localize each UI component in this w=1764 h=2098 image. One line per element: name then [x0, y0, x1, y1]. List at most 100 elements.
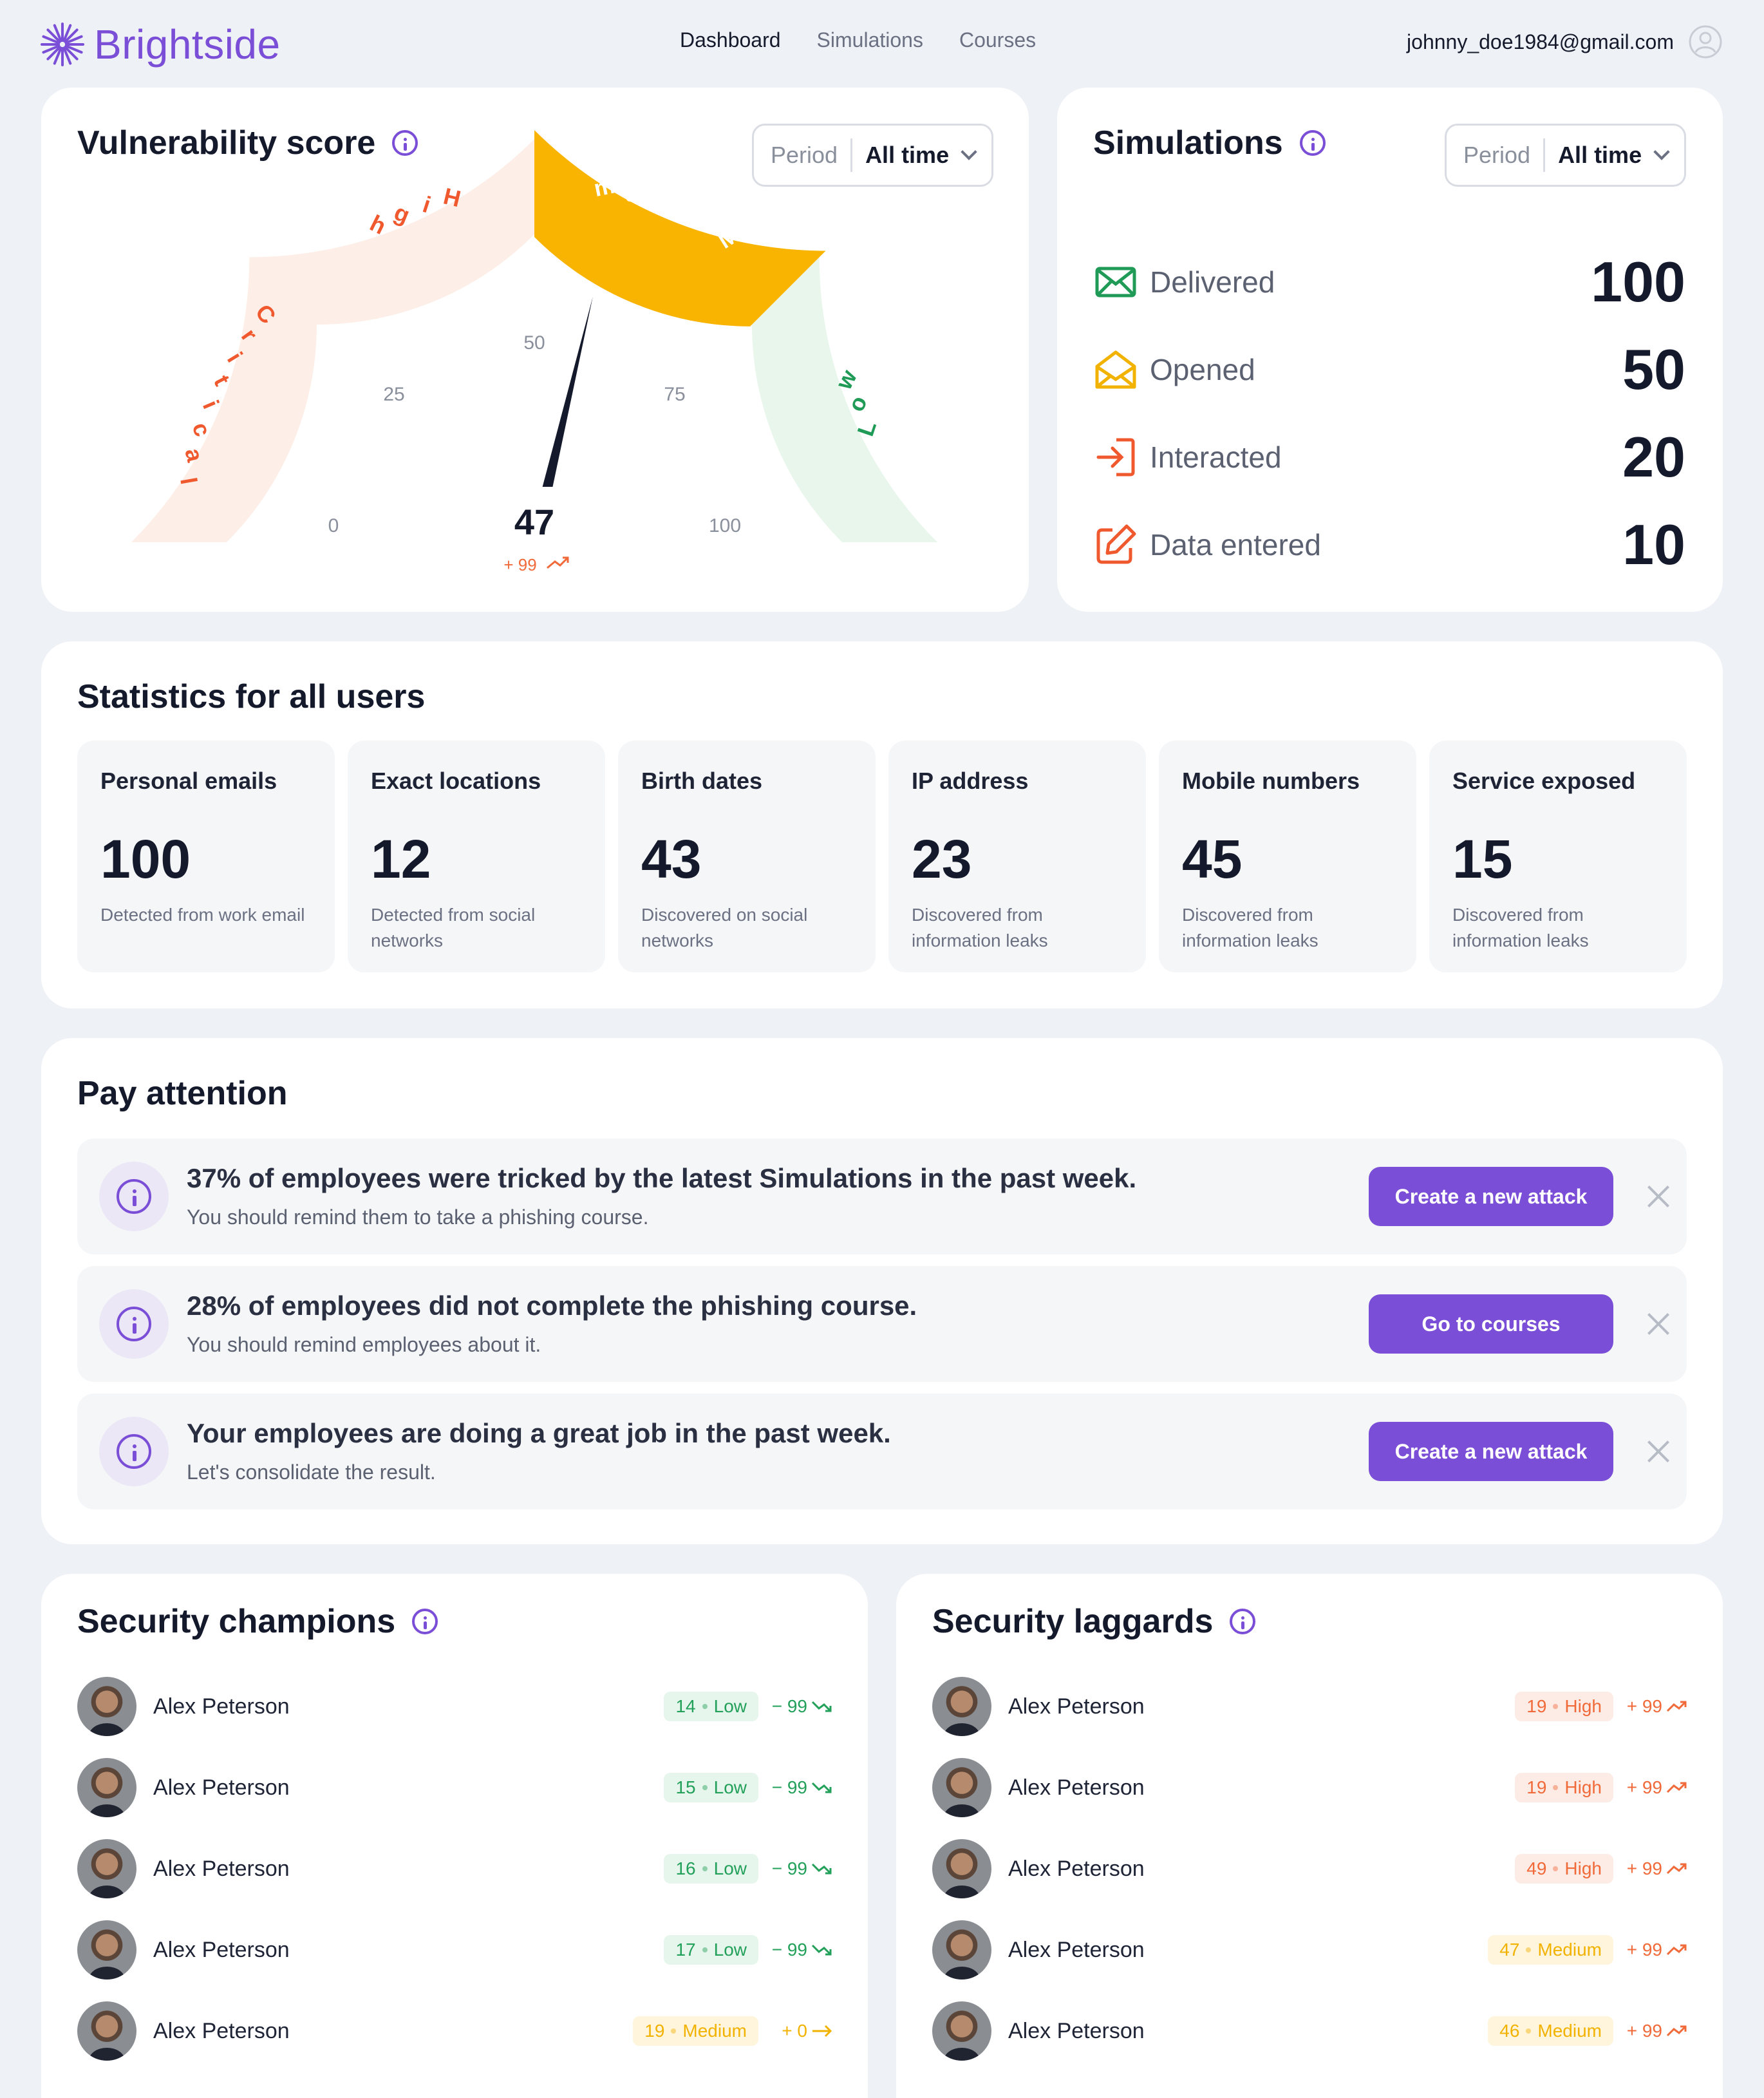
period-select[interactable]: Period All time	[752, 124, 994, 187]
period-value: All time	[865, 142, 950, 168]
delta-value: + 99	[1626, 2021, 1662, 2041]
user-email: johnny_doe1984@gmail.com	[1407, 30, 1674, 53]
info-icon[interactable]	[412, 1609, 438, 1634]
avatar	[77, 2001, 136, 2061]
statistics-title: Statistics for all users	[77, 678, 426, 715]
alert-subtext: You should remind employees about it.	[187, 1333, 541, 1356]
level-badge: 17 Low	[664, 1935, 758, 1965]
stat-title: Personal emails	[100, 768, 277, 794]
gauge-tick-label: 100	[709, 515, 741, 536]
info-icon[interactable]	[392, 130, 418, 156]
nav-dashboard[interactable]: Dashboard	[680, 28, 781, 52]
separator-dot-icon	[1553, 1785, 1559, 1790]
level-badge: 16 Low	[664, 1854, 758, 1884]
champions-title: Security champions	[77, 1603, 396, 1640]
badge-level: Medium	[682, 2021, 747, 2041]
separator-dot-icon	[702, 1785, 708, 1790]
brand-logo[interactable]: Brightside	[40, 18, 281, 71]
stat-card-ip-address: IP address 23 Discovered from informatio…	[888, 741, 1146, 972]
person-row[interactable]: Alex Peterson	[932, 1920, 1145, 1980]
info-icon[interactable]	[1299, 130, 1326, 156]
close-icon[interactable]	[1643, 1436, 1674, 1467]
separator-dot-icon	[702, 1704, 708, 1709]
alert-icon-bg	[99, 1417, 169, 1486]
sim-value: 10	[1622, 513, 1685, 576]
score-delta: + 99	[1627, 1696, 1688, 1717]
person-row[interactable]: Alex Peterson	[77, 2001, 290, 2061]
badge-score: 17	[675, 1940, 696, 1960]
badge-level: Low	[713, 1696, 747, 1716]
trend-up-icon	[1666, 2025, 1687, 2037]
trend-down-icon	[811, 1701, 832, 1712]
avatar	[932, 1758, 991, 1817]
gauge-band-medium	[534, 130, 826, 326]
info-icon[interactable]	[1230, 1609, 1256, 1634]
nav-simulations[interactable]: Simulations	[816, 28, 923, 52]
sim-row-interacted: Interacted 20	[1093, 425, 1685, 489]
avatar	[932, 1677, 991, 1736]
person-name: Alex Peterson	[153, 2018, 290, 2043]
badge-level: Medium	[1537, 1940, 1602, 1960]
level-badge: 19 High	[1515, 1773, 1613, 1802]
period-select[interactable]: Period All time	[1445, 124, 1687, 187]
gauge-band-high	[249, 139, 534, 325]
trend-up-icon	[1666, 1782, 1687, 1793]
score-delta: − 99	[772, 1777, 833, 1798]
close-icon[interactable]	[1643, 1309, 1674, 1339]
person-name: Alex Peterson	[1008, 2018, 1145, 2043]
nav-courses[interactable]: Courses	[959, 28, 1037, 52]
vulnerability-title-row: Vulnerability score	[77, 124, 418, 162]
gauge-tick-label: 25	[383, 384, 404, 405]
create-attack-button[interactable]: Create a new attack	[1369, 1167, 1613, 1226]
delta-value: + 99	[1626, 1940, 1662, 1960]
person-name: Alex Peterson	[1008, 1856, 1145, 1881]
user-menu[interactable]: johnny_doe1984@gmail.com	[1407, 24, 1723, 59]
go-to-courses-button[interactable]: Go to courses	[1369, 1294, 1613, 1354]
delta-value: + 99	[1626, 1696, 1662, 1716]
avatar	[77, 1839, 136, 1898]
person-row[interactable]: Alex Peterson	[77, 1677, 290, 1736]
alert-icon-bg	[99, 1289, 169, 1359]
person-row[interactable]: Alex Peterson	[77, 1920, 290, 1980]
stat-desc: Discovered from information leaks	[1452, 905, 1589, 950]
alert-subtext: Let's consolidate the result.	[187, 1460, 436, 1484]
badge-score: 49	[1526, 1858, 1547, 1878]
person-row[interactable]: Alex Peterson	[932, 2001, 1145, 2061]
delta-value: − 99	[771, 1696, 807, 1716]
score-delta: + 0	[782, 2021, 833, 2041]
stat-title: Birth dates	[641, 768, 763, 794]
score-delta: + 99	[1627, 2021, 1688, 2041]
person-row[interactable]: Alex Peterson	[77, 1758, 290, 1817]
person-name: Alex Peterson	[1008, 1775, 1145, 1800]
gauge-tick-label: 50	[523, 332, 545, 354]
badge-score: 15	[675, 1777, 696, 1797]
delta-value: + 99	[1626, 1858, 1662, 1878]
badge-level: High	[1564, 1696, 1602, 1716]
stat-desc: Detected from work email	[100, 905, 305, 925]
avatar	[77, 1758, 136, 1817]
gauge-band-low	[751, 257, 937, 542]
sim-value: 100	[1591, 250, 1685, 314]
stat-value: 43	[641, 829, 702, 889]
person-row[interactable]: Alex Peterson	[932, 1758, 1145, 1817]
mail-open-icon	[1095, 350, 1136, 389]
stat-card-birth-dates: Birth dates 43 Discovered on social netw…	[618, 741, 876, 972]
level-badge: 19 Medium	[633, 2016, 758, 2046]
avatar	[77, 1677, 136, 1736]
person-row[interactable]: Alex Peterson	[932, 1839, 1145, 1898]
badge-level: Low	[713, 1777, 747, 1797]
trend-down-icon	[811, 1944, 832, 1956]
attention-title: Pay attention	[77, 1075, 288, 1112]
separator-dot-icon	[1553, 1704, 1559, 1709]
delta-value: + 99	[1626, 1777, 1662, 1797]
person-name: Alex Peterson	[153, 1856, 290, 1881]
person-row[interactable]: Alex Peterson	[932, 1677, 1145, 1736]
sim-value: 50	[1622, 337, 1685, 401]
person-row[interactable]: Alex Peterson	[77, 1839, 290, 1898]
close-icon[interactable]	[1643, 1181, 1674, 1212]
create-attack-button[interactable]: Create a new attack	[1369, 1422, 1613, 1481]
score-delta: + 99	[1627, 1940, 1688, 1960]
info-icon	[117, 1307, 151, 1341]
stat-card-service-exposed: Service exposed 15 Discovered from infor…	[1429, 741, 1687, 972]
